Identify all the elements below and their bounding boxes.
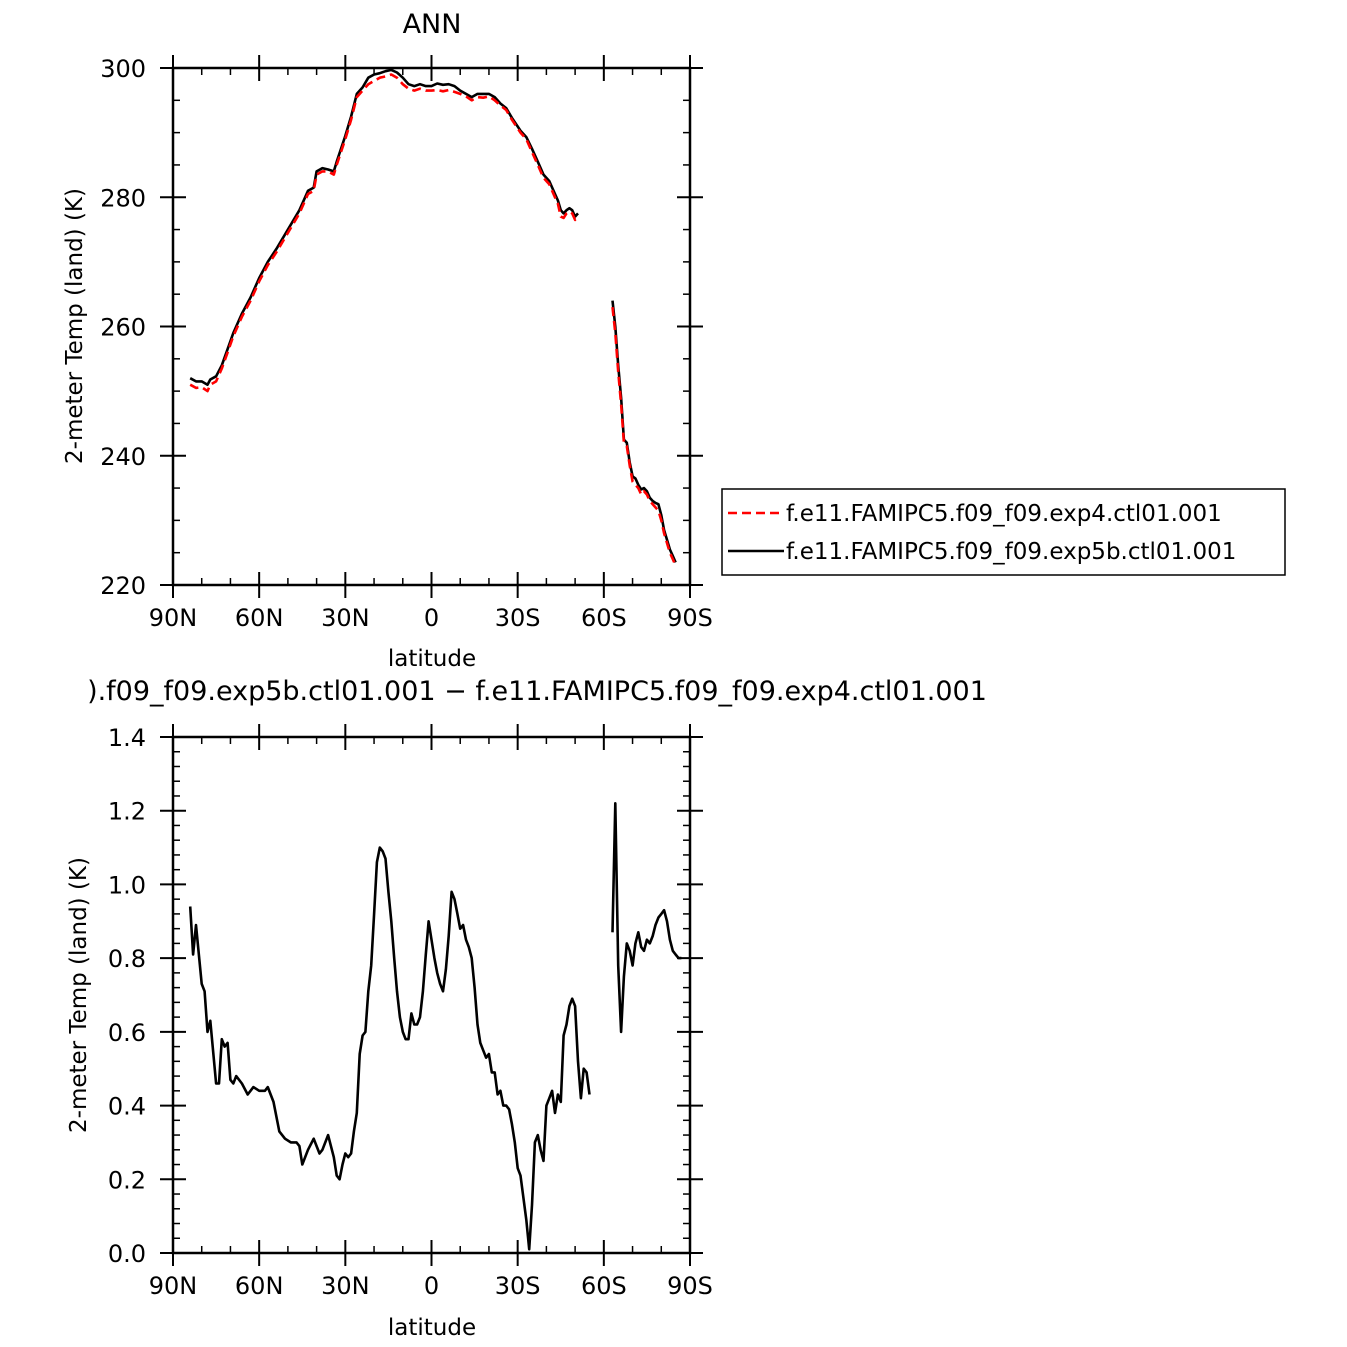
bottom-chart-ticks	[160, 724, 703, 1266]
bottom-chart-y-tick-label: 0.0	[108, 1240, 146, 1268]
top-chart-y-tick-label: 220	[100, 572, 146, 600]
bottom-chart-x-tick-label: 60N	[235, 1272, 284, 1300]
bottom-chart-y-tick-label: 0.4	[108, 1093, 146, 1121]
legend: f.e11.FAMIPC5.f09_f09.exp4.ctl01.001 f.e…	[721, 488, 1286, 576]
legend-box	[721, 488, 1286, 576]
bottom-chart-y-tick-label: 1.4	[108, 724, 146, 752]
top-chart-series	[189, 68, 677, 567]
legend-label-exp5b: f.e11.FAMIPC5.f09_f09.exp5b.ctl01.001	[786, 539, 1236, 565]
top-chart-y-tick-labels: 220 240 260 280 300	[100, 55, 146, 600]
bottom-chart-x-tick-label: 60S	[581, 1272, 627, 1300]
top-chart-y-tick-label: 280	[100, 184, 146, 212]
bottom-chart-x-tick-label: 90S	[667, 1272, 713, 1300]
legend-label-exp4: f.e11.FAMIPC5.f09_f09.exp4.ctl01.001	[786, 501, 1222, 527]
bottom-chart: ).f09_f09.exp5b.ctl01.001 − f.e11.FAMIPC…	[66, 676, 987, 1341]
bottom-chart-x-axis-label: latitude	[388, 1315, 476, 1341]
bottom-chart-y-tick-label: 0.6	[108, 1019, 146, 1047]
top-chart-line-f-e11-famipc5-f09-f09-exp5b-ctl01-001-segment-1	[189, 68, 579, 387]
bottom-chart-x-tick-label: 0	[424, 1272, 439, 1300]
top-chart-x-tick-label: 30N	[321, 604, 370, 632]
bottom-chart-y-tick-label: 1.0	[108, 871, 146, 899]
bottom-chart-x-tick-label: 90N	[149, 1272, 198, 1300]
top-chart-y-tick-label: 240	[100, 443, 146, 471]
top-chart-x-tick-label: 90N	[149, 604, 198, 632]
top-chart-y-axis-label: 2-meter Temp (land) (K)	[62, 188, 88, 464]
top-chart-x-tick-label: 60S	[581, 604, 627, 632]
top-chart-ticks	[160, 55, 703, 598]
top-chart-y-tick-label: 260	[100, 314, 146, 342]
top-chart-y-tick-label: 300	[100, 55, 146, 83]
bottom-chart-title: ).f09_f09.exp5b.ctl01.001 − f.e11.FAMIPC…	[87, 676, 987, 707]
top-chart-line-f-e11-famipc5-f09-f09-exp4-ctl01-001-segment-2	[611, 306, 677, 567]
bottom-chart-x-tick-label: 30N	[321, 1272, 370, 1300]
bottom-chart-series	[188, 801, 682, 1251]
top-chart-x-tick-label: 60N	[235, 604, 284, 632]
bottom-chart-y-tick-labels: 0.0 0.2 0.4 0.6 0.8 1.0 1.2 1.4	[108, 724, 146, 1268]
bottom-chart-y-axis-label: 2-meter Temp (land) (K)	[66, 857, 92, 1133]
top-chart-x-axis-label: latitude	[388, 646, 476, 672]
bottom-chart-line-series-segment-1	[188, 846, 591, 1251]
top-chart-x-tick-label: 30S	[495, 604, 541, 632]
bottom-chart-line-series-segment-2	[611, 801, 682, 1034]
bottom-chart-x-tick-labels: 90N 60N 30N 0 30S 60S 90S	[149, 1272, 713, 1300]
top-chart-line-f-e11-famipc5-f09-f09-exp4-ctl01-001-segment-1	[189, 73, 579, 393]
bottom-chart-y-tick-label: 1.2	[108, 798, 146, 826]
top-chart-x-tick-label: 90S	[667, 604, 713, 632]
top-chart: ANN 90N 60N 30N 0 30S 60S 90S 220240260280300 …	[62, 9, 713, 672]
bottom-chart-y-tick-label: 0.2	[108, 1166, 146, 1194]
bottom-chart-y-tick-label: 0.8	[108, 945, 146, 973]
top-chart-title: ANN	[403, 9, 462, 40]
top-chart-x-tick-labels: 90N 60N 30N 0 30S 60S 90S	[149, 604, 713, 632]
bottom-chart-x-tick-label: 30S	[495, 1272, 541, 1300]
top-chart-x-tick-label: 0	[424, 604, 439, 632]
